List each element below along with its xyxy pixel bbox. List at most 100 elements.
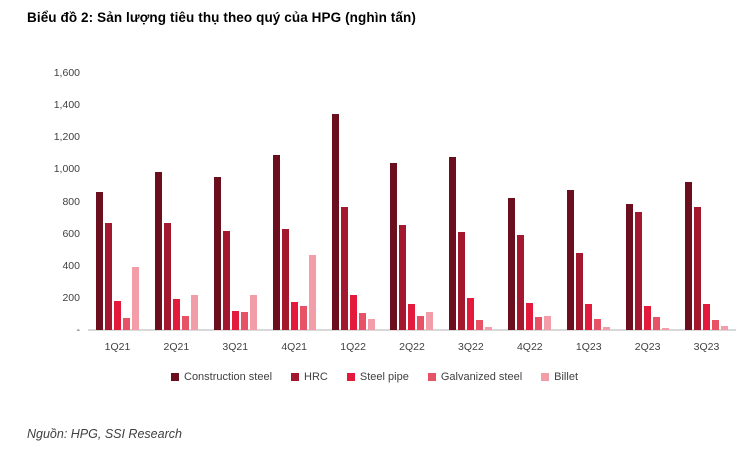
y-axis-tick-label: 800 [62, 195, 80, 208]
bar-group-1q22 [324, 73, 383, 330]
bar-construction-steel [449, 157, 457, 330]
legend-swatch-icon [346, 373, 355, 381]
bar-hrc [104, 223, 112, 330]
bar-group-4q21 [265, 73, 324, 330]
bar-billet [603, 327, 611, 330]
bar-billet [485, 327, 493, 330]
bar-galvanized-steel [122, 318, 130, 330]
bar-hrc [694, 207, 702, 330]
x-axis-line [88, 329, 736, 331]
x-axis-label: 3Q22 [458, 341, 484, 353]
bar-steel-pipe [703, 304, 711, 330]
bar-galvanized-steel [712, 320, 720, 330]
legend-label: Steel pipe [359, 371, 409, 383]
bar-galvanized-steel [476, 320, 484, 330]
bar-hrc [281, 229, 289, 330]
bar-hrc [163, 223, 171, 330]
x-axis-label: 2Q22 [399, 341, 425, 353]
bar-billet [426, 312, 434, 330]
bar-steel-pipe [290, 302, 298, 330]
y-axis-tick-label: 600 [62, 227, 80, 240]
bar-construction-steel [567, 190, 575, 330]
bar-steel-pipe [467, 298, 475, 330]
bar-billet [249, 295, 257, 330]
bar-construction-steel [626, 204, 634, 330]
legend-label: HRC [304, 371, 328, 383]
bar-galvanized-steel [358, 313, 366, 330]
bar-construction-steel [154, 172, 162, 330]
source-note: Nguồn: HPG, SSI Research [27, 427, 182, 441]
legend: Construction steel HRC Steel pipe Galvanize… [0, 371, 749, 383]
y-axis-tick-label: 400 [62, 259, 80, 272]
bar-hrc [635, 212, 643, 330]
legend-item-galvanized-steel: Galvanized steel [427, 371, 522, 383]
legend-swatch-icon [541, 373, 550, 381]
bar-hrc [340, 207, 348, 330]
x-axis-label: 1Q22 [340, 341, 366, 353]
chart-title: Biểu đồ 2: Sản lượng tiêu thụ theo quý c… [27, 10, 416, 25]
legend-item-construction-steel: Construction steel [171, 371, 272, 383]
bar-group-2q23 [618, 73, 677, 330]
x-axis-label: 1Q23 [575, 341, 602, 353]
y-axis-tick-label: - [76, 324, 81, 336]
bar-billet [662, 328, 670, 330]
bar-steel-pipe [585, 304, 593, 330]
y-axis-tick-label: 1,400 [53, 99, 80, 112]
bar-group-1q23 [559, 73, 618, 330]
bar-group-3q23 [677, 73, 736, 330]
bar-steel-pipe [408, 304, 416, 330]
bar-hrc [458, 232, 466, 330]
y-axis-tick-label: 1,600 [53, 67, 80, 79]
bar-galvanized-steel [653, 317, 661, 330]
legend-swatch-icon [427, 373, 436, 381]
bar-steel-pipe [231, 311, 239, 330]
legend-item-steel-pipe: Steel pipe [346, 371, 409, 383]
x-axis-label: 1Q21 [104, 341, 131, 353]
bar-hrc [576, 253, 584, 330]
bar-construction-steel [508, 198, 516, 330]
bar-steel-pipe [349, 295, 357, 330]
x-axis-label: 2Q23 [634, 341, 661, 353]
bar-construction-steel [95, 192, 103, 330]
bar-steel-pipe [644, 306, 652, 330]
bar-billet [721, 326, 729, 330]
x-axis-label: 3Q23 [693, 341, 720, 353]
legend-swatch-icon [171, 373, 179, 381]
y-axis-tick-label: 1,000 [53, 163, 80, 176]
bar-steel-pipe [113, 301, 121, 330]
bar-construction-steel [272, 155, 280, 330]
bar-hrc [399, 225, 407, 330]
bar-billet [308, 255, 316, 330]
legend-item-billet: Billet [541, 371, 578, 383]
bar-group-1q21 [88, 73, 147, 330]
x-axis-label: 4Q22 [516, 341, 543, 353]
legend-swatch-icon [291, 373, 300, 381]
plot-area [88, 73, 736, 331]
bar-galvanized-steel [240, 312, 248, 330]
bar-group-3q22 [441, 73, 500, 330]
bar-group-3q21 [206, 73, 265, 330]
legend-item-hrc: HRC [291, 371, 328, 383]
bar-construction-steel [685, 182, 693, 330]
legend-label: Construction steel [184, 371, 273, 383]
bar-galvanized-steel [594, 319, 602, 330]
bar-construction-steel [390, 163, 398, 330]
x-axis-label: 4Q21 [281, 341, 308, 353]
y-axis-tick-label: 1,200 [53, 131, 80, 144]
bar-groups [88, 73, 736, 330]
bar-hrc [222, 231, 230, 330]
bar-group-4q22 [500, 73, 559, 330]
bar-steel-pipe [172, 299, 180, 330]
y-axis-tick-label: 200 [62, 291, 80, 304]
bar-billet [190, 295, 198, 330]
bar-construction-steel [213, 177, 221, 330]
x-axis-labels: 1Q21 2Q21 3Q21 4Q21 1Q22 2Q22 3Q22 4Q22 1Q23 2Q23… [88, 341, 736, 353]
bar-billet [131, 267, 139, 330]
bar-steel-pipe [526, 303, 534, 330]
bar-billet [544, 316, 552, 330]
legend-label: Billet [554, 371, 578, 383]
bar-galvanized-steel [299, 306, 307, 330]
bar-hrc [517, 235, 525, 330]
bar-group-2q22 [383, 73, 442, 330]
